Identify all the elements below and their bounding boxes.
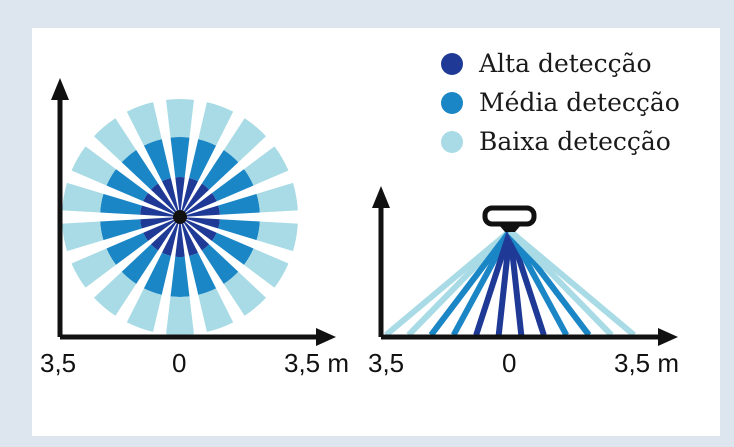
top-sector-high xyxy=(161,178,180,217)
top-sector-high xyxy=(150,217,180,251)
top-sector-medium xyxy=(218,193,260,215)
side-beam-low xyxy=(508,228,636,338)
top-sector-high xyxy=(143,193,180,217)
side-beam-high xyxy=(473,230,513,336)
top-sector-low xyxy=(93,118,137,163)
top-sector-low xyxy=(126,102,162,146)
top-sector-low xyxy=(71,146,116,186)
top-sector-low xyxy=(166,296,194,335)
top-sector-medium xyxy=(143,139,171,182)
top-sector-medium xyxy=(189,139,217,182)
top-sector-high xyxy=(180,178,199,217)
top-sector-low xyxy=(166,99,194,138)
side-beam-high xyxy=(507,230,547,336)
side-view-tick-center: 0 xyxy=(502,348,516,378)
top-sector-medium xyxy=(100,193,142,215)
top-sector-low xyxy=(223,118,267,163)
top-sector-high xyxy=(161,217,180,256)
top-sector-high xyxy=(180,205,220,217)
top-sector-low xyxy=(198,102,234,146)
top-sector-low xyxy=(223,271,267,316)
top-sector-medium xyxy=(100,219,142,241)
top-sector-medium xyxy=(201,244,239,284)
top-view-pattern: 3,5 0 3,5 m xyxy=(40,78,349,378)
top-sector-high xyxy=(150,183,180,217)
top-sector-high xyxy=(180,217,217,241)
top-sector-high xyxy=(180,193,217,217)
top-sector-low xyxy=(244,248,289,288)
top-sector-high xyxy=(175,177,185,217)
side-beam-high xyxy=(495,230,513,336)
top-sector-medium xyxy=(170,137,190,178)
top-sector-low xyxy=(256,182,298,213)
side-beam-medium xyxy=(450,229,513,337)
legend-label-high: Alta detecção xyxy=(478,49,652,78)
top-sector-medium xyxy=(106,232,148,265)
top-sector-medium xyxy=(121,150,159,190)
top-sector-low xyxy=(198,288,234,332)
side-view-tick-right: 3,5 m xyxy=(614,348,679,378)
top-view-y-axis-arrow xyxy=(51,78,69,100)
top-sector-medium xyxy=(212,232,254,265)
top-sector-high xyxy=(180,217,220,229)
legend-dot-low xyxy=(441,131,463,153)
top-view-tick-left: 3,5 xyxy=(40,348,76,378)
top-sector-low xyxy=(256,221,298,252)
top-sector-high xyxy=(143,217,180,241)
side-beam-high xyxy=(507,230,525,336)
side-beam-medium xyxy=(428,229,513,337)
top-sector-medium xyxy=(212,169,254,202)
top-sector-high xyxy=(180,183,210,217)
sensor-center-dot xyxy=(173,210,187,224)
side-view-x-axis-arrow xyxy=(658,328,678,346)
top-sector-low xyxy=(93,271,137,316)
top-sector-high xyxy=(140,217,180,229)
top-sector-medium xyxy=(201,150,239,190)
legend: Alta detecção Média detecção Baixa detec… xyxy=(441,49,680,156)
top-sector-high xyxy=(140,205,180,217)
top-sector-low xyxy=(244,146,289,186)
top-sector-high xyxy=(180,217,210,251)
side-view-tick-left: 3,5 xyxy=(368,348,404,378)
top-view-x-axis-arrow xyxy=(316,328,336,346)
top-sector-low xyxy=(62,182,104,213)
top-view-tick-center: 0 xyxy=(172,348,186,378)
top-sector-low xyxy=(62,221,104,252)
top-view-tick-right: 3,5 m xyxy=(284,348,349,378)
top-sector-low xyxy=(126,288,162,332)
top-sector-medium xyxy=(106,169,148,202)
ceiling-sensor-icon xyxy=(482,205,537,232)
legend-label-low: Baixa detecção xyxy=(479,127,671,156)
top-sector-medium xyxy=(121,244,159,284)
top-sector-medium xyxy=(170,256,190,297)
side-view-y-axis-arrow xyxy=(372,186,390,208)
top-sector-medium xyxy=(143,252,171,295)
top-view-sectors xyxy=(62,99,298,335)
side-view-beams xyxy=(384,228,636,338)
top-sector-high xyxy=(175,217,185,257)
top-sector-medium xyxy=(189,252,217,295)
top-sector-high xyxy=(180,217,199,256)
top-sector-low xyxy=(71,248,116,288)
side-view-pattern: 3,5 0 3,5 m xyxy=(368,186,679,378)
top-sector-medium xyxy=(218,219,260,241)
legend-label-medium: Média detecção xyxy=(479,88,680,117)
legend-dot-medium xyxy=(441,92,463,114)
legend-dot-high xyxy=(441,53,463,75)
